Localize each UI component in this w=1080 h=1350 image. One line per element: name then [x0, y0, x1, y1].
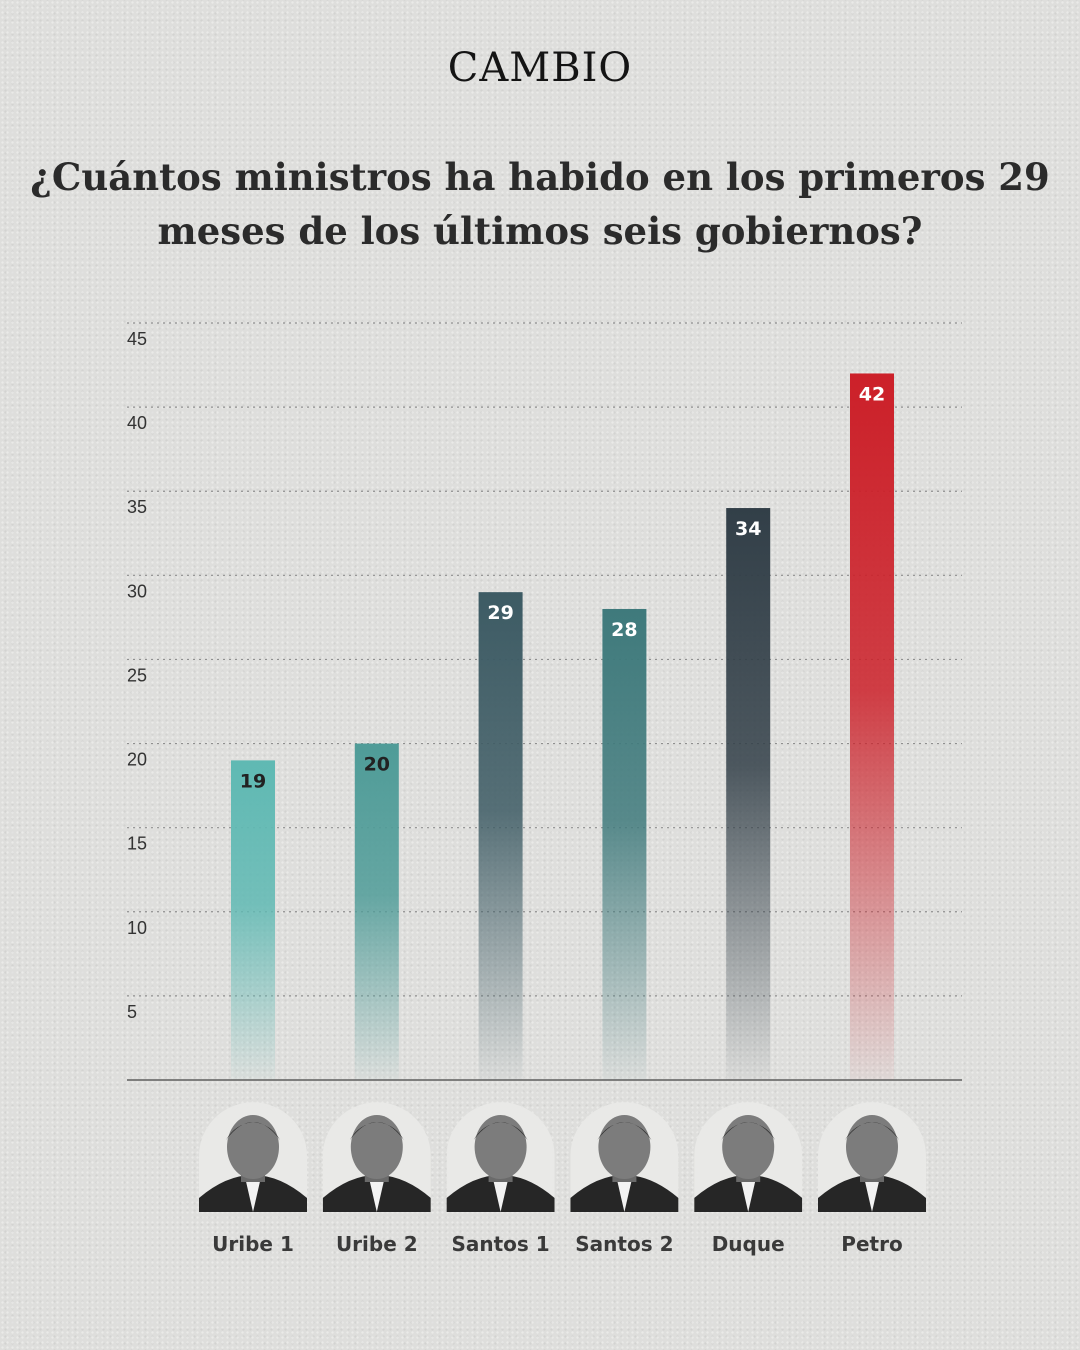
- portrait-icon: [199, 1102, 307, 1212]
- chart-title: ¿Cuántos ministros ha habido en los prim…: [30, 155, 1050, 253]
- portrait-icon: [570, 1102, 679, 1212]
- bar: [726, 508, 771, 1080]
- x-axis-label: Duque: [712, 1232, 785, 1256]
- y-tick-label: 45: [127, 329, 147, 349]
- bar: [354, 743, 399, 1080]
- bar-value-label: 20: [364, 754, 390, 776]
- bar-value-label: 29: [487, 602, 513, 624]
- y-axis-ticks: 5 10 15 20 25 30 35 40 45: [127, 329, 147, 1022]
- bar: [850, 373, 894, 1080]
- bars: 19 20 29 28 34 42: [231, 373, 894, 1080]
- x-axis-label: Uribe 1: [212, 1232, 294, 1256]
- x-axis-label: Petro: [841, 1232, 902, 1256]
- y-tick-label: 25: [127, 665, 147, 685]
- x-axis-label: Santos 2: [575, 1232, 673, 1256]
- bar-value-label: 34: [735, 518, 761, 540]
- y-tick-label: 35: [127, 497, 147, 517]
- bar: [478, 592, 523, 1080]
- portrait-icon: [446, 1102, 555, 1212]
- brand-logo: CAMBIO: [447, 45, 633, 91]
- portrait-icon: [322, 1102, 431, 1212]
- bar-value-label: 28: [611, 619, 637, 641]
- portrait-icon: [818, 1102, 926, 1212]
- bar-value-label: 19: [240, 770, 266, 792]
- x-axis-label: Uribe 2: [336, 1232, 418, 1256]
- bar-value-label: 42: [859, 383, 885, 405]
- y-tick-label: 5: [127, 1002, 137, 1022]
- portrait-icon: [694, 1102, 803, 1212]
- bar: [602, 608, 647, 1080]
- portraits: [199, 1102, 926, 1212]
- y-tick-label: 20: [127, 750, 147, 770]
- y-tick-label: 30: [127, 581, 147, 601]
- y-tick-label: 15: [127, 834, 147, 854]
- y-tick-label: 10: [127, 918, 147, 938]
- bar: [231, 760, 275, 1080]
- y-tick-label: 40: [127, 413, 147, 433]
- x-axis-labels: Uribe 1 Uribe 2 Santos 1 Santos 2 Duque Petro: [212, 1232, 903, 1256]
- x-axis-label: Santos 1: [451, 1232, 549, 1256]
